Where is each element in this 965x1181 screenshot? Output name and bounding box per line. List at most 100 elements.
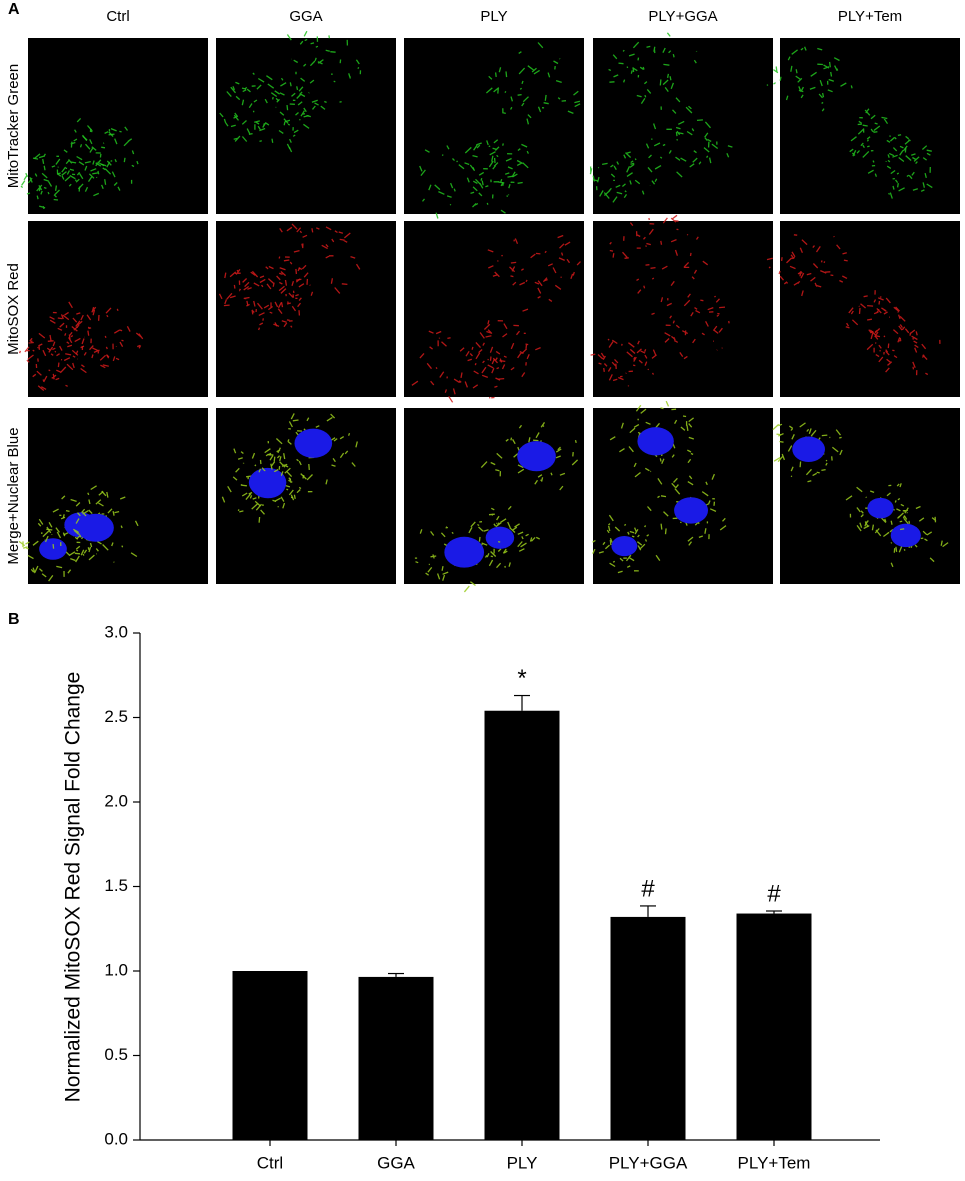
x-tick-label: Ctrl xyxy=(257,1153,283,1172)
bar xyxy=(610,916,686,1140)
mitochondria xyxy=(49,301,144,371)
mitochondria xyxy=(46,307,124,368)
nucleus xyxy=(792,436,825,462)
micrograph xyxy=(766,38,960,214)
nucleus xyxy=(890,523,921,548)
micrograph xyxy=(404,408,584,593)
y-tick-label: 3.0 xyxy=(104,622,128,641)
mitochondria xyxy=(411,330,506,403)
mitochondria xyxy=(645,105,733,178)
micrograph xyxy=(216,221,396,397)
micrograph xyxy=(18,408,208,584)
micrograph-background xyxy=(780,408,960,584)
mitochondria xyxy=(218,259,301,327)
micrograph-background xyxy=(404,408,584,584)
y-axis-label: Normalized MitoSOX Red Signal Fold Chang… xyxy=(62,672,85,1103)
mitochondria xyxy=(845,290,910,353)
mitochondria xyxy=(55,125,139,197)
nucleus xyxy=(867,497,894,519)
mitochondria xyxy=(772,422,843,483)
column-header: Ctrl xyxy=(106,8,129,25)
bar xyxy=(736,913,812,1140)
row-label: MitoTracker Green xyxy=(5,64,22,188)
x-tick-label: GGA xyxy=(377,1153,415,1172)
mitochondria xyxy=(265,223,361,297)
micrograph-background xyxy=(404,221,584,397)
mitochondria xyxy=(590,338,658,387)
column-header: PLY+GGA xyxy=(648,8,717,25)
x-tick-label: PLY+GGA xyxy=(609,1153,688,1172)
row-label: Merge+Nuclear Blue xyxy=(5,427,22,564)
significance-marker: * xyxy=(517,665,526,692)
micrograph-background xyxy=(593,408,773,584)
y-tick-label: 0.0 xyxy=(104,1129,128,1148)
nucleus xyxy=(517,441,556,472)
mitochondria xyxy=(849,108,908,167)
y-tick-label: 2.0 xyxy=(104,791,128,810)
micrograph xyxy=(590,214,773,397)
micrograph-background xyxy=(780,221,960,397)
micrograph-background xyxy=(593,221,773,397)
significance-marker: # xyxy=(641,875,655,902)
micrograph xyxy=(772,408,960,584)
row-label: MitoSOX Red xyxy=(5,263,22,355)
column-header: GGA xyxy=(289,8,322,25)
mitochondria xyxy=(766,234,848,297)
micrograph-background xyxy=(28,38,208,214)
micrograph-background xyxy=(593,38,773,214)
column-header: PLY+Tem xyxy=(838,8,902,25)
mitochondria xyxy=(766,46,853,112)
mitochondria xyxy=(266,30,362,113)
mitochondria xyxy=(459,320,541,380)
mitochondria xyxy=(20,153,85,210)
micrograph xyxy=(589,32,773,214)
bar xyxy=(232,971,308,1140)
mitochondria xyxy=(225,77,311,150)
micrograph xyxy=(766,221,960,397)
mitochondria xyxy=(609,214,709,294)
mitochondria xyxy=(608,32,698,110)
micrograph xyxy=(592,400,773,584)
nucleus xyxy=(39,538,67,560)
nucleus xyxy=(294,428,333,458)
micrograph xyxy=(216,30,396,214)
mitochondria xyxy=(18,332,87,391)
nucleus xyxy=(611,535,638,557)
nucleus xyxy=(77,513,114,542)
mitochondria xyxy=(419,144,518,219)
x-tick-label: PLY xyxy=(507,1153,538,1172)
nucleus xyxy=(250,470,286,499)
mitochondria xyxy=(464,139,529,197)
y-tick-label: 1.5 xyxy=(104,876,128,895)
mitochondria xyxy=(651,293,730,360)
micrograph xyxy=(404,221,584,403)
y-tick-label: 0.5 xyxy=(104,1045,128,1064)
nucleus xyxy=(444,536,485,568)
nucleus xyxy=(485,526,515,549)
mitochondria xyxy=(219,72,319,153)
column-header: PLY xyxy=(480,8,507,25)
mitochondria xyxy=(867,135,933,199)
micrograph xyxy=(216,408,396,584)
panel-label: A xyxy=(8,1,20,18)
x-tick-label: PLY+Tem xyxy=(738,1153,811,1172)
mitochondria xyxy=(485,42,581,125)
micrograph xyxy=(18,221,208,397)
mitochondria xyxy=(487,234,581,312)
y-tick-label: 2.5 xyxy=(104,707,128,726)
mitochondria xyxy=(589,151,662,203)
micrograph-background xyxy=(780,38,960,214)
micrograph-background xyxy=(216,221,396,397)
micrograph xyxy=(20,38,208,214)
nucleus xyxy=(637,427,674,456)
nucleus xyxy=(674,497,709,524)
micrograph-background xyxy=(404,38,584,214)
bar xyxy=(358,976,434,1140)
significance-marker: # xyxy=(767,880,781,907)
micrograph xyxy=(404,38,584,219)
bar xyxy=(484,710,560,1140)
y-tick-label: 1.0 xyxy=(104,960,128,979)
mitochondria xyxy=(223,270,309,331)
